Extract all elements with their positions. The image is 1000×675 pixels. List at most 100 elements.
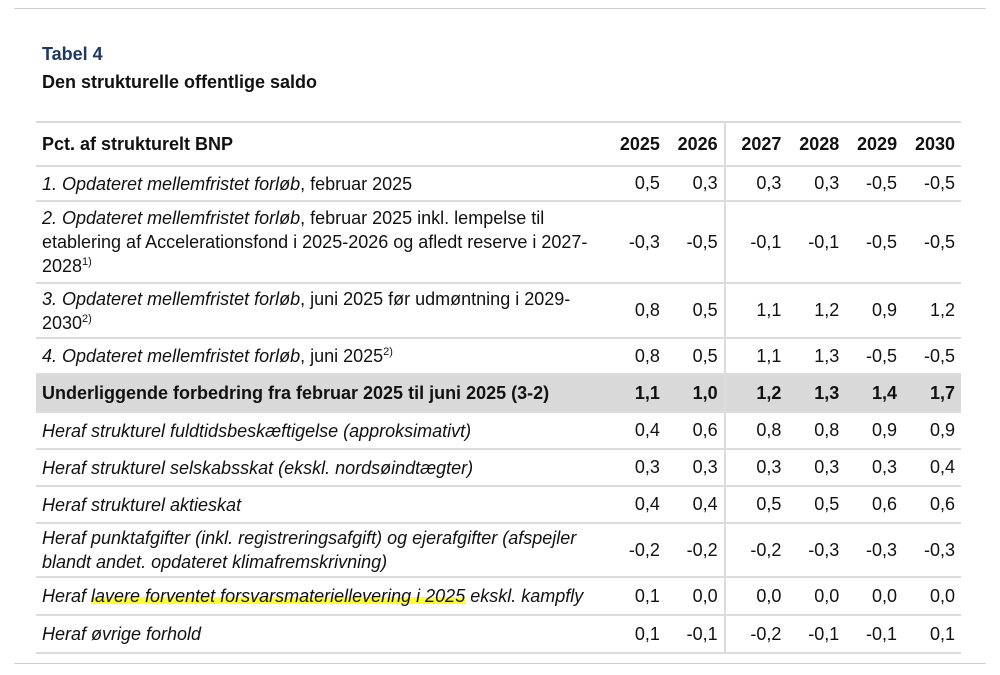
cell-value: 0,5 [787,486,845,523]
cell-value: 0,6 [666,412,725,449]
column-header-year: 2029 [845,122,903,166]
table-row: 1. Opdateret mellemfristet forløb, febru… [36,166,961,201]
cell-value: -0,5 [845,338,903,374]
cell-value: -0,2 [725,523,788,577]
cell-value: 0,5 [666,283,725,338]
cell-value: 0,1 [608,615,666,653]
cell-value: -0,3 [608,201,666,283]
cell-value: 0,9 [903,412,961,449]
cell-value: 0,5 [608,166,666,201]
table-row: 2. Opdateret mellemfristet forløb, febru… [36,201,961,283]
cell-value: 0,0 [845,577,903,615]
footnote-marker: 2) [82,313,92,325]
cell-value: -0,1 [725,201,788,283]
cell-value: 0,3 [725,166,788,201]
cell-value: 0,0 [725,577,788,615]
table-row: Heraf lavere forventet forsvarsmateriell… [36,577,961,615]
cell-value: 0,8 [787,412,845,449]
cell-value: -0,2 [725,615,788,653]
row-label: Heraf øvrige forhold [36,615,608,653]
cell-value: 0,6 [845,486,903,523]
cell-value: 1,2 [903,283,961,338]
cell-value: 0,5 [666,338,725,374]
cell-value: 1,3 [787,374,845,412]
row-label: Heraf punktafgifter (inkl. registrerings… [36,523,608,577]
cell-value: -0,5 [666,201,725,283]
cell-value: -0,5 [903,338,961,374]
cell-value: -0,2 [666,523,725,577]
cell-value: 1,1 [608,374,666,412]
row-label: Heraf strukturel selskabsskat (ekskl. no… [36,449,608,486]
cell-value: 0,6 [903,486,961,523]
cell-value: 1,2 [787,283,845,338]
highlighted-text: lavere forventet forsvarsmaterielleverin… [91,586,465,606]
table-row: Heraf strukturel selskabsskat (ekskl. no… [36,449,961,486]
table-row-summary: Underliggende forbedring fra februar 202… [36,374,961,412]
cell-value: 0,8 [608,283,666,338]
column-header-label: Pct. af strukturelt BNP [36,122,608,166]
cell-value: 0,0 [666,577,725,615]
row-label: Heraf strukturel aktieskat [36,486,608,523]
cell-value: 0,3 [787,449,845,486]
cell-value: 0,3 [845,449,903,486]
table-row: 3. Opdateret mellemfristet forløb, juni … [36,283,961,338]
cell-value: -0,1 [787,201,845,283]
cell-value: 0,9 [845,412,903,449]
table-row: 4. Opdateret mellemfristet forløb, juni … [36,338,961,374]
cell-value: 1,1 [725,338,788,374]
cell-value: -0,5 [845,166,903,201]
cell-value: 1,0 [666,374,725,412]
structural-balance-table: Pct. af strukturelt BNP 2025 2026 2027 2… [36,121,961,654]
table-row: Heraf øvrige forhold 0,1 -0,1 -0,2 -0,1 … [36,615,961,653]
table-row: Heraf strukturel aktieskat 0,4 0,4 0,5 0… [36,486,961,523]
row-label: Heraf lavere forventet forsvarsmateriell… [36,577,608,615]
table-row: Heraf punktafgifter (inkl. registrerings… [36,523,961,577]
cell-value: 1,2 [725,374,788,412]
cell-value: 1,4 [845,374,903,412]
cell-value: 1,7 [903,374,961,412]
cell-value: 0,0 [787,577,845,615]
cell-value: -0,5 [903,166,961,201]
cell-value: 0,4 [903,449,961,486]
cell-value: -0,1 [787,615,845,653]
column-header-year: 2028 [787,122,845,166]
cell-value: 0,3 [666,166,725,201]
cell-value: 1,3 [787,338,845,374]
cell-value: 0,8 [725,412,788,449]
cell-value: 0,1 [903,615,961,653]
column-header-year: 2030 [903,122,961,166]
cell-value: 0,0 [903,577,961,615]
cell-value: 0,3 [725,449,788,486]
table-row: Heraf strukturel fuldtidsbeskæftigelse (… [36,412,961,449]
row-label: 1. Opdateret mellemfristet forløb, febru… [36,166,608,201]
column-header-year: 2027 [725,122,788,166]
cell-value: -0,3 [787,523,845,577]
row-label: 4. Opdateret mellemfristet forløb, juni … [36,338,608,374]
table-label: Tabel 4 [42,44,103,65]
footnote-marker: 1) [82,256,92,268]
cell-value: 0,3 [787,166,845,201]
row-label: Heraf strukturel fuldtidsbeskæftigelse (… [36,412,608,449]
footnote-marker: 2) [383,346,393,358]
cell-value: -0,1 [666,615,725,653]
cell-value: 0,1 [608,577,666,615]
cell-value: 0,3 [608,449,666,486]
column-header-year: 2025 [608,122,666,166]
column-header-year: 2026 [666,122,725,166]
cell-value: 0,8 [608,338,666,374]
cell-value: 0,4 [666,486,725,523]
cell-value: 0,4 [608,486,666,523]
cell-value: -0,2 [608,523,666,577]
cell-value: 0,3 [666,449,725,486]
cell-value: -0,5 [845,201,903,283]
row-label: 3. Opdateret mellemfristet forløb, juni … [36,283,608,338]
cell-value: -0,1 [845,615,903,653]
cell-value: 1,1 [725,283,788,338]
cell-value: -0,5 [903,201,961,283]
table-title: Den strukturelle offentlige saldo [42,72,317,93]
row-label: Underliggende forbedring fra februar 202… [36,374,608,412]
row-label: 2. Opdateret mellemfristet forløb, febru… [36,201,608,283]
cell-value: -0,3 [903,523,961,577]
cell-value: 0,9 [845,283,903,338]
cell-value: 0,4 [608,412,666,449]
